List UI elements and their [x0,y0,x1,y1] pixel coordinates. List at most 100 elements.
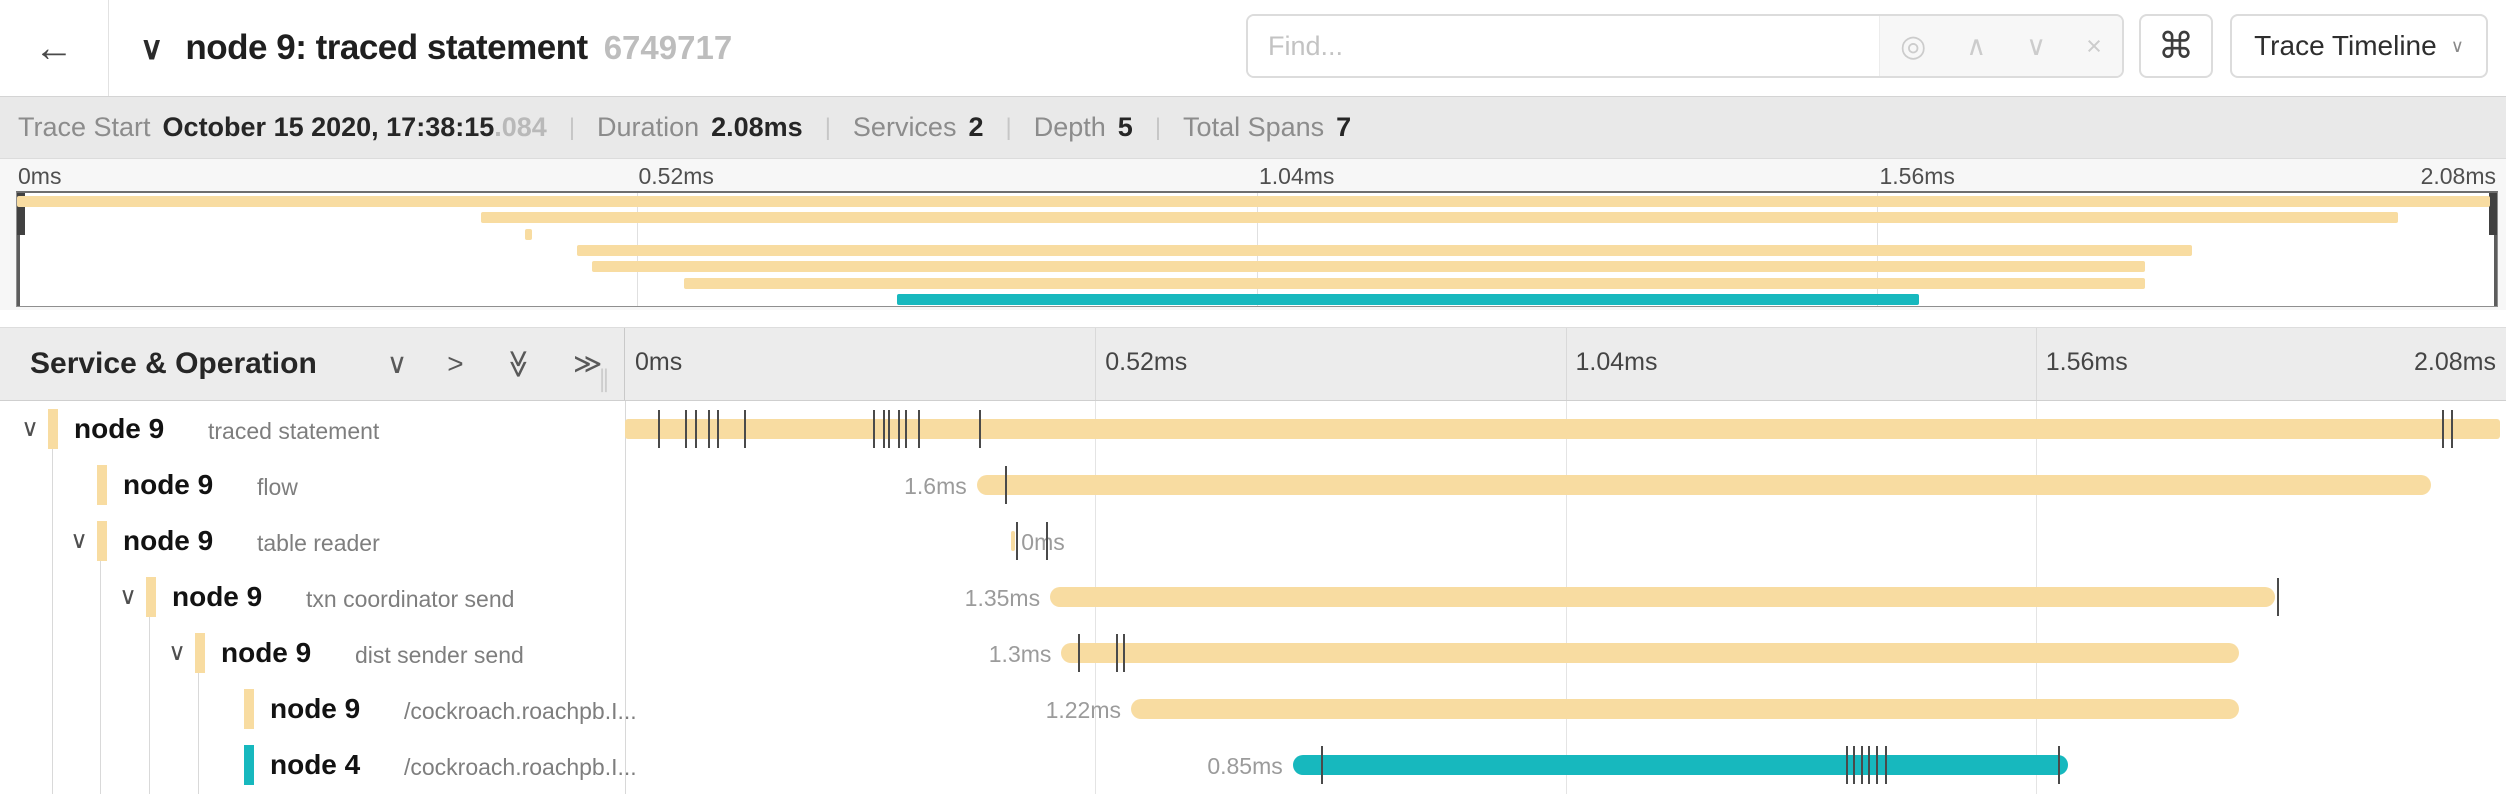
span-row[interactable]: ∨ node 9 table reader 0ms [0,513,2506,569]
span-timeline-cell: 1.3ms [625,625,2506,681]
summary-separator: | [1005,113,1012,141]
keyboard-shortcuts-button[interactable]: ⌘ [2139,14,2213,78]
timeline-header: Service & Operation ∨ > ≫ ≫ ∥ 0ms 0.52ms 1… [0,327,2506,401]
span-duration-bar[interactable] [1010,531,1016,551]
span-row[interactable]: node 9/cockroach.roachpb.I... 1.22ms [0,681,2506,737]
span-log-tick [1320,746,1323,784]
span-duration-bar[interactable] [1050,587,2275,607]
tree-indent-guide [149,617,150,794]
span-row[interactable]: node 4/cockroach.roachpb.I... 0.85ms [0,737,2506,793]
span-tree-cell: node 4/cockroach.roachpb.I... [0,737,637,793]
find-clear-icon[interactable]: × [2086,30,2102,61]
span-timeline-cell [625,401,2506,457]
minimap-right-scrubber[interactable] [2489,193,2497,306]
trace-id: 6749717 [603,29,733,66]
span-row[interactable]: ∨ node 9 dist sender send 1.3ms [0,625,2506,681]
summary-value: October 15 2020, 17:38:15 [162,112,495,142]
span-duration-bar[interactable] [625,419,2501,439]
command-icon: ⌘ [2158,25,2194,66]
span-timeline-cell: 0.85ms [625,737,2506,793]
minimap-span-bar [17,196,2490,207]
span-rows: ∨ node 9 traced statement node 9 flow 1.6ms ∨ n… [0,401,2506,794]
span-log-tick [717,410,720,448]
find-next-icon[interactable]: ∨ [2026,30,2047,61]
span-timeline-cell: 1.22ms [625,681,2506,737]
locate-icon[interactable]: ◎ [1900,29,1927,63]
find-prev-icon[interactable]: ∧ [1966,30,1987,61]
column-resize-grip[interactable]: ∥ [598,366,610,393]
minimap-left-scrubber[interactable] [17,193,25,306]
span-color-bar [97,465,107,505]
span-service-name: node 4 [270,749,361,780]
chevron-down-icon[interactable]: ∨ [119,583,137,610]
service-operation-header: Service & Operation ∨ > ≫ ≫ ∥ [0,328,625,400]
span-service-name: node 9 [123,469,214,500]
span-service-name: node 9 [270,693,361,724]
trace-title-group[interactable]: ∨ node 9: traced statement 6749717 [140,0,732,96]
span-log-tick [743,410,746,448]
span-log-tick [918,410,921,448]
span-row[interactable]: node 9 flow 1.6ms [0,457,2506,513]
span-log-tick [2276,578,2279,616]
span-row[interactable]: ∨ node 9 txn coordinator send 1.35ms [0,569,2506,625]
span-duration-label: 0ms [1021,529,1065,555]
time-axis-tick: 0.52ms [638,163,714,189]
column-divider[interactable] [625,401,626,794]
summary-label: Duration [597,112,700,142]
span-timeline-cell: 1.35ms [625,569,2506,625]
minimap-axis: 0ms 0.52ms 1.04ms 1.56ms 2.08ms [16,163,2498,191]
back-button[interactable]: ← [0,0,109,96]
span-log-tick [2442,410,2445,448]
span-service-name: node 9 [172,581,263,612]
chevron-down-icon: ∨ [2450,35,2464,56]
span-duration-label: 1.3ms [988,641,1052,667]
span-duration-bar[interactable] [1061,643,2239,663]
span-log-tick [873,410,876,448]
span-log-tick [897,410,900,448]
minimap-canvas[interactable] [16,191,2498,307]
timeline-gridline [1095,328,1097,400]
span-operation-name: traced statement [208,418,380,444]
span-tree-cell: ∨ node 9 table reader [0,513,625,569]
span-duration-bar[interactable] [976,475,2431,495]
collapse-all-icon[interactable]: ≫ [503,349,535,379]
view-selector-label: Trace Timeline [2254,30,2437,61]
summary-value: 7 [1336,112,1352,142]
view-selector-button[interactable]: Trace Timeline ∨ [2230,14,2488,78]
span-duration-bar[interactable] [1130,699,2239,719]
span-service-name: node 9 [123,525,214,556]
span-row[interactable]: ∨ node 9 traced statement [0,401,2506,457]
expand-one-icon[interactable]: > [447,348,464,379]
span-log-tick [888,410,891,448]
time-axis-tick: 1.56ms [2045,348,2128,376]
summary-value-suffix: .084 [494,112,547,142]
span-tree-cell: ∨ node 9 traced statement [0,401,625,457]
timeline-gridline [2035,328,2037,400]
span-log-tick [1016,522,1019,560]
span-operation-name: table reader [257,530,380,556]
span-operation-name: dist sender send [355,642,524,668]
span-tree-cell: ∨ node 9 txn coordinator send [0,569,625,625]
span-color-bar [146,577,156,617]
find-input[interactable] [1248,16,1879,76]
back-arrow-icon: ← [34,25,74,70]
span-tree-cell: node 9 flow [0,457,625,513]
tree-indent-guide [100,561,101,794]
summary-label: Trace Start [18,112,151,142]
summary-value: 2 [968,112,984,142]
collapse-one-icon[interactable]: ∨ [386,348,408,379]
span-log-tick [1853,746,1856,784]
time-axis-tick: 0ms [18,163,62,189]
span-operation-name: /cockroach.roachpb.I... [404,698,637,724]
span-duration-bar[interactable] [1292,755,2068,775]
find-controls: ◎ ∧ ∨ × [1879,16,2122,76]
chevron-down-icon[interactable]: ∨ [21,415,39,442]
chevron-down-icon[interactable]: ∨ [140,30,164,66]
chevron-down-icon[interactable]: ∨ [168,639,186,666]
chevron-down-icon[interactable]: ∨ [70,527,88,554]
span-log-tick [1123,634,1126,672]
expand-all-icon[interactable]: ≫ [572,348,603,379]
summary-label: Services [852,112,957,142]
span-log-tick [1868,746,1871,784]
minimap-span-bar [897,293,1920,305]
